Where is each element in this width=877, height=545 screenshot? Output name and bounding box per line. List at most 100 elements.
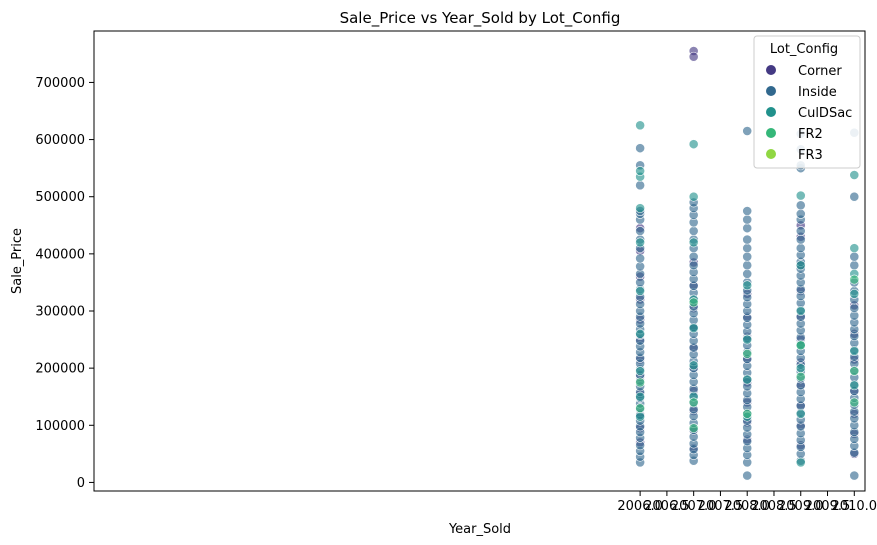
data-point [849,170,860,180]
legend-marker [766,149,776,159]
data-point [688,297,699,308]
legend-marker [766,86,776,96]
data-point [688,360,699,371]
legend-label: Inside [798,85,837,100]
data-point [795,208,806,219]
data-point [635,286,646,296]
data-point [688,251,699,262]
data-point [742,348,753,359]
data-point [688,226,699,236]
y-tick-label: 100000 [35,419,85,434]
data-point [742,126,753,136]
data-point [849,470,860,481]
data-point [742,251,753,262]
data-point [795,234,806,245]
data-point [849,397,860,408]
data-point [635,411,646,422]
data-point [742,223,753,234]
x-tick-label: 2009.0 [778,499,824,514]
data-point [635,120,646,131]
data-point [635,328,646,339]
chart-title: Sale_Price vs Year_Sold by Lot_Config [340,9,621,28]
data-point [742,234,753,245]
y-tick-label: 200000 [35,362,85,377]
legend-title: Lot_Config [770,42,838,57]
x-axis-title: Year_Sold [448,522,511,537]
y-axis: 0 100000 200000 300000 400000 500000 600000 700… [35,76,94,491]
x-axis: 2006.02006.52007.02007.52008.02008.52009… [617,491,877,514]
data-point [742,334,753,345]
data-point [795,363,806,374]
data-point [849,274,860,285]
y-tick-label: 600000 [35,133,85,148]
data-point [849,288,860,299]
legend: Lot_Config Corner Inside CulDSac FR2 FR3 [753,35,861,169]
x-tick-label: 2006.0 [617,499,663,514]
legend-items: Corner Inside CulDSac FR2 FR3 [766,64,852,163]
data-point [849,346,860,356]
data-point [635,143,646,154]
data-point [635,166,646,176]
data-point [635,277,646,288]
data-point [849,243,860,254]
legend-label: FR3 [798,148,823,163]
x-tick-label: 2010.0 [832,499,877,514]
data-point [742,280,753,291]
data-point [742,243,753,254]
data-point [688,51,699,62]
data-point [635,203,646,214]
y-tick-label: 500000 [35,190,85,205]
x-tick-label: 2008.0 [724,499,770,514]
data-point [688,260,699,271]
data-point [742,260,753,271]
scatter-points [635,46,860,481]
data-point [795,408,806,419]
data-point [849,303,860,314]
y-tick-label: 400000 [35,247,85,262]
data-point [635,366,646,376]
data-point [688,423,699,434]
data-point [795,226,806,236]
data-point [795,457,806,468]
data-point [795,200,806,211]
x-tick-label: 2006.5 [644,499,690,514]
legend-label: FR2 [798,127,823,142]
data-point [688,139,699,150]
legend-marker [766,65,776,75]
data-point [795,260,806,271]
data-point [742,470,753,481]
x-tick-label: 2008.5 [751,499,797,514]
data-point [742,408,753,419]
legend-label: Corner [798,64,842,79]
y-tick-label: 700000 [35,76,85,91]
data-point [635,180,646,191]
data-point [795,243,806,254]
legend-marker [766,128,776,138]
data-point [688,323,699,334]
data-point [635,403,646,414]
data-point [795,340,806,351]
data-point [688,191,699,202]
data-point [635,253,646,264]
data-point [635,391,646,402]
x-tick-label: 2009.5 [805,499,851,514]
data-point [688,237,699,248]
data-point [849,191,860,202]
y-axis-title: Sale_Price [10,228,25,294]
legend-box [753,35,861,169]
y-tick-label: 300000 [35,305,85,320]
data-point [635,226,646,236]
legend-label: CulDSac [798,106,852,121]
data-point [742,214,753,225]
data-point [635,237,646,248]
plot-frame [93,30,866,492]
legend-marker [766,107,776,117]
x-tick-label: 2007.0 [671,499,717,514]
data-point [635,377,646,388]
data-point [795,306,806,316]
y-tick-label: 0 [77,476,85,491]
data-point [849,380,860,391]
data-point [742,374,753,385]
